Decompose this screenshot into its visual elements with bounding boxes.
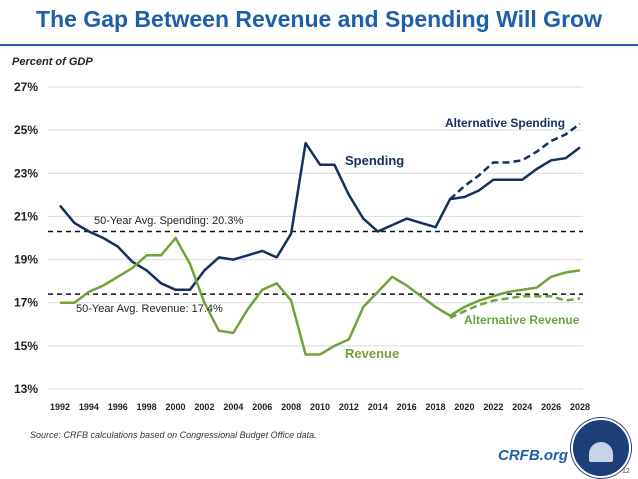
x-tick-label: 1994 — [79, 402, 99, 412]
x-tick-label: 2026 — [541, 402, 561, 412]
x-tick-label: 2022 — [483, 402, 503, 412]
source-note: Source: CRFB calculations based on Congr… — [30, 430, 317, 440]
x-tick-label: 2014 — [368, 402, 388, 412]
x-tick-label: 2012 — [339, 402, 359, 412]
series-revenue — [60, 236, 581, 356]
series-alternative-revenue — [449, 294, 581, 319]
reference-label: 50-Year Avg. Spending: 20.3% — [94, 215, 243, 227]
page-title: The Gap Between Revenue and Spending Wil… — [36, 6, 602, 32]
x-tick-label: 2018 — [426, 402, 446, 412]
y-tick-label: 25% — [14, 123, 38, 137]
title-divider — [0, 44, 638, 46]
series-alternative-spending — [449, 122, 581, 201]
series-label: Alternative Spending — [445, 116, 565, 130]
y-tick-label: 17% — [14, 296, 38, 310]
x-tick-label: 2028 — [570, 402, 590, 412]
series-label: Revenue — [345, 346, 399, 361]
page-number: 12 — [622, 468, 630, 475]
y-tick-label: 19% — [14, 253, 38, 267]
x-tick-label: 2008 — [281, 402, 301, 412]
y-tick-label: 27% — [14, 80, 38, 94]
x-tick-label: 1992 — [50, 402, 70, 412]
y-tick-label: 23% — [14, 166, 38, 180]
y-tick-label: 15% — [14, 339, 38, 353]
y-tick-label: 21% — [14, 209, 38, 223]
y-tick-label: 13% — [14, 382, 38, 396]
x-tick-label: 2016 — [397, 402, 417, 412]
x-tick-label: 2000 — [166, 402, 186, 412]
crfb-logo — [571, 418, 631, 478]
x-tick-label: 2002 — [194, 402, 214, 412]
series-label: Alternative Revenue — [464, 313, 580, 327]
x-tick-label: 1998 — [137, 402, 157, 412]
series-spending — [59, 141, 581, 292]
capitol-dome-icon — [589, 442, 613, 462]
reference-label: 50-Year Avg. Revenue: 17.4% — [76, 303, 223, 315]
x-tick-label: 2010 — [310, 402, 330, 412]
x-tick-label: 2006 — [252, 402, 272, 412]
x-tick-label: 1996 — [108, 402, 128, 412]
x-tick-label: 2004 — [223, 402, 243, 412]
y-axis-label: Percent of GDP — [12, 56, 93, 68]
site-link[interactable]: CRFB.org — [498, 447, 568, 464]
x-tick-label: 2020 — [454, 402, 474, 412]
x-tick-label: 2024 — [512, 402, 532, 412]
series-label: Spending — [345, 153, 404, 168]
